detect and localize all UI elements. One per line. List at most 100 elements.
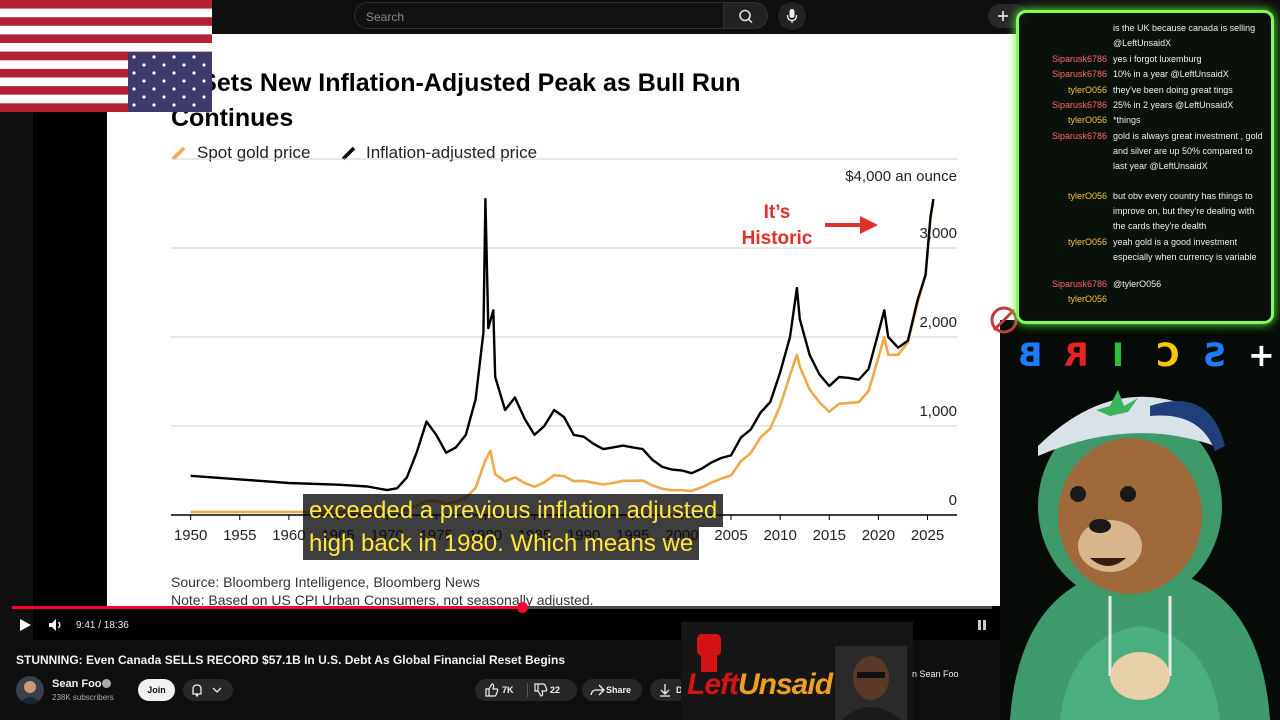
flag-star [172,87,176,91]
brics-letter: I [1112,336,1124,374]
thumbs-down-icon [534,683,548,697]
x-tick-label: 2010 [763,527,796,544]
flag-star [132,103,136,107]
progress-scrubber[interactable] [516,602,528,613]
search-placeholder: Search [366,10,405,24]
x-tick-label: 1950 [174,527,207,544]
search-input[interactable]: Search [354,2,724,29]
chat-username[interactable]: Siparusk6786 [1051,100,1107,110]
thumbs-up-icon[interactable] [481,679,501,701]
y-tick-label: 1,000 [919,403,957,420]
avatar-person-icon [19,681,41,704]
inflation-adjusted-line [190,197,935,492]
x-tick-label: 1955 [223,527,256,544]
voice-search-button[interactable] [778,2,806,30]
dislike-button[interactable]: 22 [528,679,577,701]
caption-line-2: high back in 1980. Which means we [303,527,700,560]
chat-text: *things [1113,115,1141,125]
brics-letter: C [1156,336,1180,374]
chat-message: Siparusk6786 25% in 2 years @LeftUnsaidX [1019,98,1271,113]
chat-username[interactable]: tylerO056 [1067,115,1107,125]
legend-label-spot: Spot gold price [197,143,310,162]
download-button[interactable]: D [650,679,690,701]
flag-star [182,95,186,99]
host-portrait-image [835,646,907,720]
chat-username[interactable]: Siparusk6786 [1051,54,1107,64]
chat-text: they've been doing great tings [1113,85,1233,95]
chat-message: tylerO056 yeah gold is a good investment … [1019,235,1271,280]
brics-letter: R [1064,336,1089,374]
volume-icon[interactable] [48,618,64,632]
download-icon [660,684,670,697]
hammer-sickle-icon [990,306,1018,334]
chat-username[interactable]: tylerO056 [1067,191,1107,201]
chat-username[interactable]: tylerO056 [1067,85,1107,95]
flag-star [202,79,206,83]
chat-message: is the UK because canada is selling @Lef… [1019,21,1271,51]
brics-letter: S [1203,336,1227,374]
y-tick-label: 2,000 [919,314,957,331]
flag-star [132,55,136,59]
dislike-count: 22 [550,685,561,695]
chat-text: but obv every country has things to impr… [1113,191,1255,231]
chat-username[interactable]: tylerO056 [1067,237,1107,247]
chat-text: is the UK because canada is selling @Lef… [1113,23,1256,48]
pause-icon[interactable] [978,620,986,630]
video-caption: exceeded a previous inflation adjusted h… [303,494,724,560]
time-display: 9:41 / 18:36 [76,620,129,631]
chat-username[interactable]: Siparusk6786 [1051,131,1107,141]
notifications-button[interactable] [183,679,233,701]
flag-star [192,87,196,91]
chat-text: yes i forgot luxemburg [1113,54,1202,64]
share-icon [590,684,605,696]
flag-star [182,79,186,83]
flag-star [142,79,146,83]
join-button[interactable]: Join [138,679,175,701]
flag-star [182,63,186,67]
play-icon[interactable] [18,618,32,632]
chat-username[interactable]: tylerO056 [1067,294,1107,304]
host-name-tag: n Sean Foo [912,669,959,679]
bear-mascot-image [1010,390,1270,720]
flag-star [172,103,176,107]
legend-swatch-spot [171,146,186,161]
search-button[interactable] [724,2,768,29]
chat-username[interactable]: Siparusk6786 [1051,279,1107,289]
channel-avatar[interactable] [16,676,44,704]
chat-username[interactable]: Siparusk6786 [1051,69,1107,79]
chat-message: tylerO056 [1019,292,1271,307]
flag-star [152,87,156,91]
chart-title-line1: ld Sets New Inflation-Adjusted Peak as B… [171,69,741,97]
flag-star [162,95,166,99]
raised-fist-icon [697,634,721,672]
x-tick-label: 1960 [272,527,305,544]
progress-bar[interactable] [12,602,992,613]
chat-message: tylerO056 but obv every country has thing… [1019,189,1271,234]
plus-icon [998,11,1008,21]
flag-star [162,79,166,83]
like-count[interactable]: 7K [502,685,514,695]
leftunsaid-logo: LeftUnsaid [681,622,913,720]
x-tick-label: 2025 [911,527,944,544]
flag-star [162,63,166,67]
share-button[interactable]: Share [582,679,642,701]
chat-text: 25% in 2 years @LeftUnsaidX [1113,100,1234,110]
verified-icon [102,679,111,688]
like-dislike-group: 7K 22 [475,679,577,701]
chart-slide: ld Sets New Inflation-Adjusted Peak as B… [107,34,1017,606]
chat-message: Siparusk6786 10% in a year @LeftUnsaidX [1019,67,1271,82]
flag-star [202,95,206,99]
chat-message: Siparusk6786 gold is always great investm… [1019,129,1271,189]
microphone-icon [786,9,798,23]
live-chat-overlay: is the UK because canada is selling @Lef… [1016,10,1274,324]
annotation-text-line1: It’s [764,202,791,223]
chart-legend: Spot gold price Inflation-adjusted price [171,143,537,162]
like-divider [527,683,528,697]
brand-right: Unsaid [738,668,833,701]
download-label: D [676,685,683,695]
channel-name[interactable]: Sean Foo [52,678,102,690]
chat-message: Siparusk6786 @tylerO056 [1019,277,1271,292]
flag-star [192,71,196,75]
share-label: Share [606,685,632,695]
